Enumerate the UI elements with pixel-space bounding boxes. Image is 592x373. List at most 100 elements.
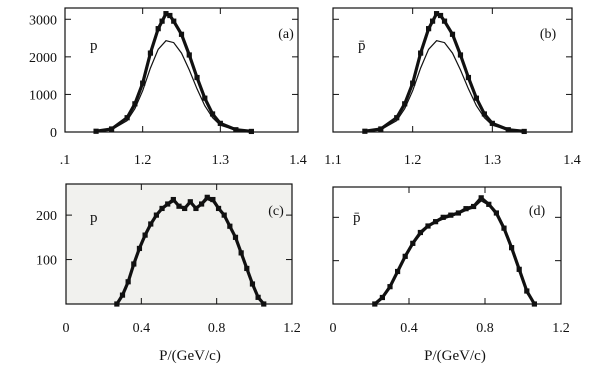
x-axis-label: P/(GeV/c) (424, 348, 486, 364)
y-tick-label: 200 (36, 209, 57, 224)
data-point (155, 26, 161, 32)
data-series-line (364, 40, 525, 133)
data-point (489, 120, 495, 126)
data-point (473, 95, 479, 101)
data-point (124, 115, 130, 121)
data-point (481, 111, 487, 117)
data-point (186, 52, 192, 58)
data-point (215, 205, 222, 212)
plot-frame (332, 186, 562, 305)
panel-tag: (d) (529, 204, 546, 219)
data-point (182, 205, 188, 212)
plot-frame (65, 183, 293, 305)
data-point (171, 18, 177, 24)
x-tick-label: 0 (63, 321, 70, 336)
data-point (425, 223, 431, 229)
data-point (153, 212, 159, 218)
particle-label: p̄ (353, 210, 361, 226)
data-point (410, 80, 416, 86)
data-point (516, 266, 522, 272)
data-point (429, 18, 436, 24)
plot-area (333, 8, 572, 132)
x-tick-label: 0 (330, 321, 337, 336)
data-point (114, 301, 120, 307)
data-point (471, 203, 477, 210)
x-tick-label: 0.4 (133, 321, 151, 336)
data-point (426, 26, 432, 32)
data-point (440, 214, 446, 220)
x-tick-label: .1 (60, 153, 71, 168)
panel-a: .1 1.2 1.3 1.4 0 1000 2000 3000 (a) p (29, 7, 307, 168)
y-tick-label: 2000 (29, 51, 57, 66)
data-point (493, 210, 499, 216)
plot-frame (64, 7, 299, 133)
data-point (509, 245, 515, 251)
data-point (165, 201, 171, 207)
data-point (209, 111, 216, 117)
panel-tag: (b) (540, 27, 557, 42)
x-tick-label: 1.2 (134, 153, 152, 168)
panel-c: 0 0.4 0.8 1.2 100 200 (c) p P/(GeV/c) (36, 183, 301, 364)
data-point (433, 11, 440, 17)
y-tick-label: 3000 (29, 13, 57, 28)
y-tick-label: 100 (36, 254, 57, 269)
data-point (465, 74, 472, 81)
data-point (227, 223, 233, 229)
data-point (402, 101, 408, 107)
data-series-line (116, 198, 265, 305)
x-tick-label: 1.2 (404, 153, 422, 168)
data-point (140, 80, 146, 86)
data-point (202, 95, 208, 101)
data-point (379, 294, 385, 301)
x-tick-label: 1.1 (324, 153, 342, 168)
data-point (178, 31, 185, 37)
plot-frame (332, 7, 573, 133)
data-point (378, 126, 384, 132)
data-point (417, 229, 423, 236)
data-point (463, 206, 469, 212)
data-point (187, 199, 193, 205)
data-point (193, 205, 199, 212)
y-tick-label: 0 (50, 126, 57, 141)
x-tick-label: 1.4 (563, 153, 581, 168)
data-series-line (96, 40, 252, 133)
x-tick-label: 1.2 (552, 321, 570, 336)
data-point (159, 18, 165, 24)
data-point (524, 288, 530, 294)
y-tick-label: 1000 (29, 88, 57, 103)
data-point (136, 245, 143, 252)
data-point (163, 11, 169, 17)
data-point (194, 74, 200, 81)
x-tick-label: 0.8 (208, 321, 226, 336)
x-tick-label: 1.2 (283, 321, 301, 336)
data-point (362, 128, 368, 134)
data-point (210, 196, 216, 203)
x-axis-label: P/(GeV/c) (159, 348, 221, 364)
x-tick-label: 1.4 (289, 153, 307, 168)
panel-tag: (a) (278, 27, 294, 42)
data-point (478, 195, 484, 201)
data-point (204, 194, 210, 200)
data-point (170, 196, 176, 203)
panel-d: 0 0.4 0.8 1.2 (d) p̄ P/(GeV/c) (330, 186, 570, 364)
data-point (433, 219, 439, 225)
x-tick-label: 1.3 (212, 153, 230, 168)
data-point (394, 115, 400, 121)
particle-label: p (90, 210, 98, 226)
data-point (167, 12, 173, 19)
data-point (176, 203, 182, 209)
data-point (132, 101, 138, 107)
x-tick-label: 0.8 (476, 321, 494, 336)
data-point (448, 212, 454, 218)
data-point (418, 50, 424, 56)
data-point (437, 12, 444, 19)
data-point (199, 201, 205, 207)
data-point (159, 205, 165, 212)
particle-label: p (90, 38, 98, 54)
panel-tag: (c) (268, 204, 284, 219)
x-tick-label: 1.3 (484, 153, 502, 168)
plot-area (65, 8, 298, 132)
data-point (109, 126, 115, 132)
data-point (457, 52, 464, 58)
